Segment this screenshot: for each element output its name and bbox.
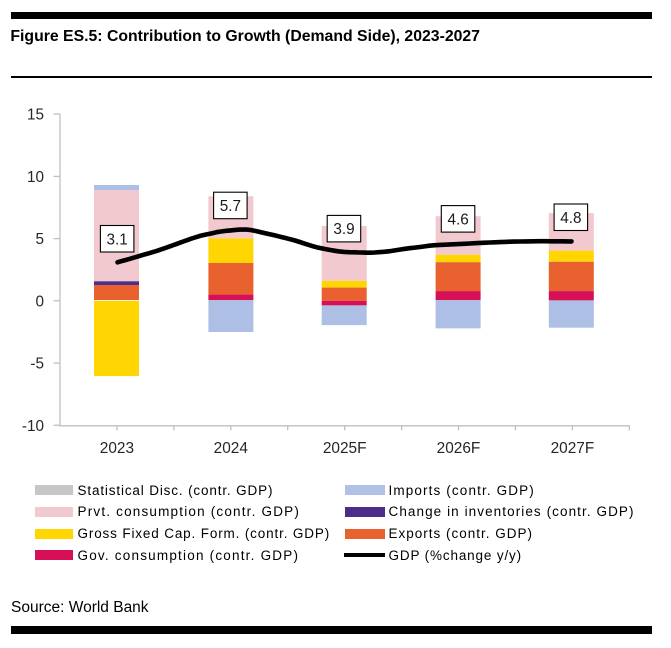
svg-text:3.1: 3.1	[106, 231, 127, 248]
svg-text:5.7: 5.7	[220, 198, 241, 215]
svg-text:-5: -5	[30, 356, 44, 373]
svg-text:2027F: 2027F	[551, 440, 595, 457]
svg-text:2023: 2023	[100, 440, 134, 457]
svg-text:15: 15	[27, 107, 44, 124]
svg-text:5: 5	[35, 231, 44, 248]
svg-text:2025F: 2025F	[323, 440, 367, 457]
svg-text:0: 0	[35, 293, 44, 310]
svg-text:10: 10	[27, 169, 44, 186]
svg-text:-10: -10	[22, 418, 44, 435]
svg-text:3.9: 3.9	[333, 221, 354, 238]
svg-text:2026F: 2026F	[437, 440, 481, 457]
svg-text:4.6: 4.6	[447, 212, 468, 229]
svg-text:4.8: 4.8	[560, 210, 581, 227]
svg-text:2024: 2024	[214, 440, 249, 457]
